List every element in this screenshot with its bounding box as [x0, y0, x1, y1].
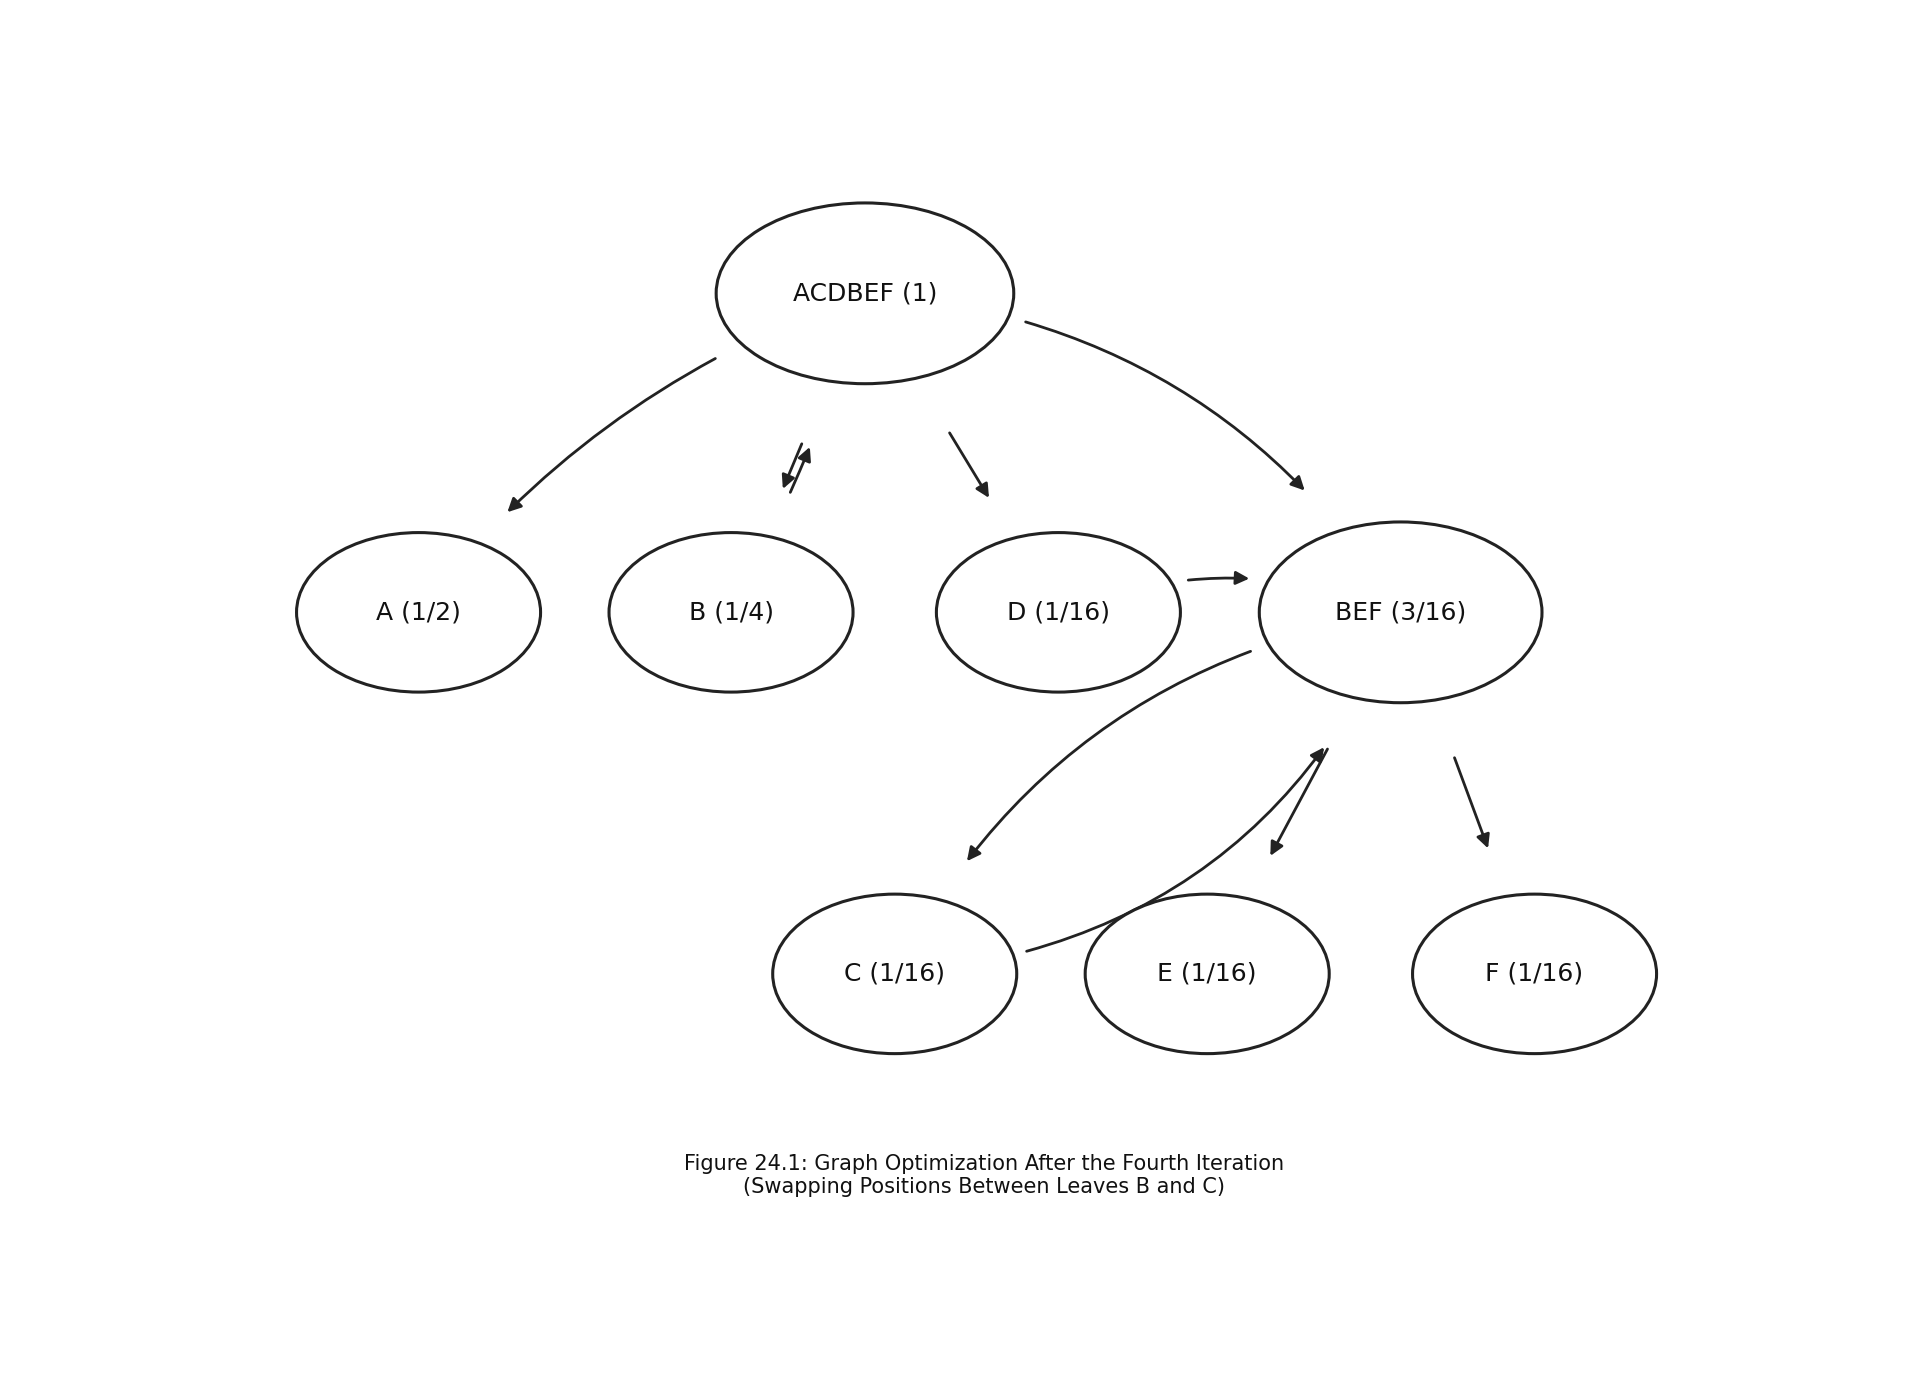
- Ellipse shape: [1413, 894, 1657, 1054]
- Text: Figure 24.1: Graph Optimization After the Fourth Iteration
(Swapping Positions B: Figure 24.1: Graph Optimization After th…: [684, 1155, 1284, 1197]
- Ellipse shape: [1085, 894, 1329, 1054]
- Text: F (1/16): F (1/16): [1486, 963, 1584, 986]
- Ellipse shape: [716, 203, 1014, 384]
- Text: A (1/2): A (1/2): [376, 601, 461, 624]
- Text: D (1/16): D (1/16): [1006, 601, 1110, 624]
- Ellipse shape: [1260, 522, 1542, 703]
- Ellipse shape: [296, 533, 541, 692]
- Text: B (1/4): B (1/4): [689, 601, 774, 624]
- Ellipse shape: [937, 533, 1181, 692]
- Ellipse shape: [609, 533, 852, 692]
- Text: C (1/16): C (1/16): [845, 963, 945, 986]
- Ellipse shape: [772, 894, 1018, 1054]
- Text: ACDBEF (1): ACDBEF (1): [793, 282, 937, 305]
- Text: BEF (3/16): BEF (3/16): [1334, 601, 1467, 624]
- Text: E (1/16): E (1/16): [1158, 963, 1258, 986]
